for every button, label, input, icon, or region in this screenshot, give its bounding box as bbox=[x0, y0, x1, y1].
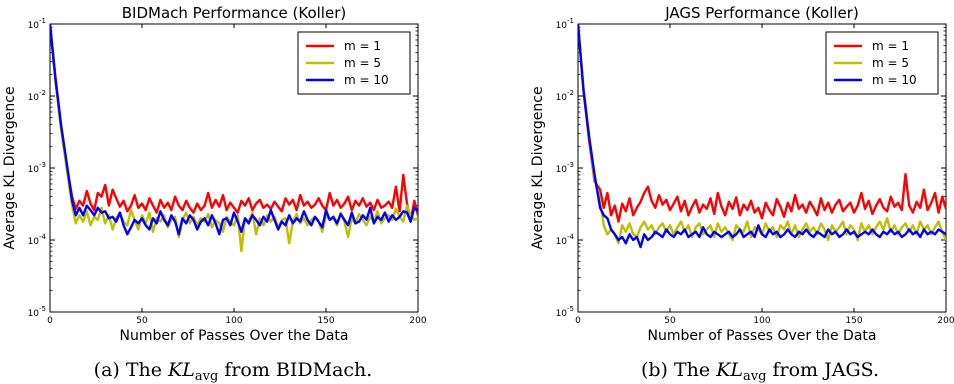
x-tick-label: 0 bbox=[47, 316, 53, 326]
y-tick-label: 10-2 bbox=[28, 89, 46, 103]
y-tick-label: 10-2 bbox=[556, 89, 574, 103]
legend-label: m = 10 bbox=[344, 73, 389, 87]
x-tick-label: 200 bbox=[409, 316, 426, 326]
x-tick-label: 100 bbox=[753, 316, 770, 326]
y-tick-label: 10-3 bbox=[556, 161, 574, 175]
chart-panel-2: JAGS Performance (Koller) Number of Passe… bbox=[530, 4, 954, 384]
x-tick-label: 150 bbox=[317, 316, 334, 326]
chart-title: JAGS Performance (Koller) bbox=[664, 4, 859, 22]
x-tick-label: 200 bbox=[937, 316, 954, 326]
y-axis-label: Average KL Divergence bbox=[2, 86, 18, 249]
series-line-1 bbox=[578, 24, 946, 223]
series-line-3 bbox=[50, 24, 418, 236]
x-axis-label: Number of Passes Over the Data bbox=[648, 328, 877, 344]
y-axis-label: Average KL Divergence bbox=[530, 86, 546, 249]
y-tick-label: 10-1 bbox=[556, 17, 574, 31]
series-line-2 bbox=[578, 24, 946, 245]
legend-label: m = 10 bbox=[872, 73, 917, 87]
legend-label: m = 5 bbox=[344, 56, 381, 70]
legend-label: m = 1 bbox=[344, 39, 381, 53]
y-tick-label: 10-1 bbox=[28, 17, 46, 31]
y-tick-label: 10-4 bbox=[28, 233, 47, 247]
series-line-1 bbox=[50, 24, 418, 223]
legend-label: m = 1 bbox=[872, 39, 909, 53]
y-tick-label: 10-5 bbox=[556, 305, 574, 319]
x-tick-label: 100 bbox=[225, 316, 242, 326]
x-tick-label: 50 bbox=[664, 316, 676, 326]
legend: m = 1 m = 5 m = 10 bbox=[297, 31, 411, 95]
figure-caption: (b) The KLavg from JAGS. bbox=[641, 359, 879, 384]
x-axis-label: Number of Passes Over the Data bbox=[120, 328, 349, 344]
chart-title: BIDMach Performance (Koller) bbox=[122, 4, 346, 22]
legend: m = 1 m = 5 m = 10 bbox=[825, 31, 939, 95]
y-tick-label: 10-4 bbox=[556, 233, 575, 247]
x-tick-label: 50 bbox=[136, 316, 148, 326]
x-tick-label: 150 bbox=[845, 316, 862, 326]
y-tick-label: 10-3 bbox=[28, 161, 46, 175]
legend-label: m = 5 bbox=[872, 56, 909, 70]
figure-caption: (a) The KLavg from BIDMach. bbox=[94, 359, 373, 384]
x-tick-label: 0 bbox=[575, 316, 581, 326]
chart-panel-1: BIDMach Performance (Koller) Number of Pa… bbox=[2, 4, 427, 384]
y-tick-label: 10-5 bbox=[28, 305, 46, 319]
series-line-3 bbox=[578, 24, 946, 249]
